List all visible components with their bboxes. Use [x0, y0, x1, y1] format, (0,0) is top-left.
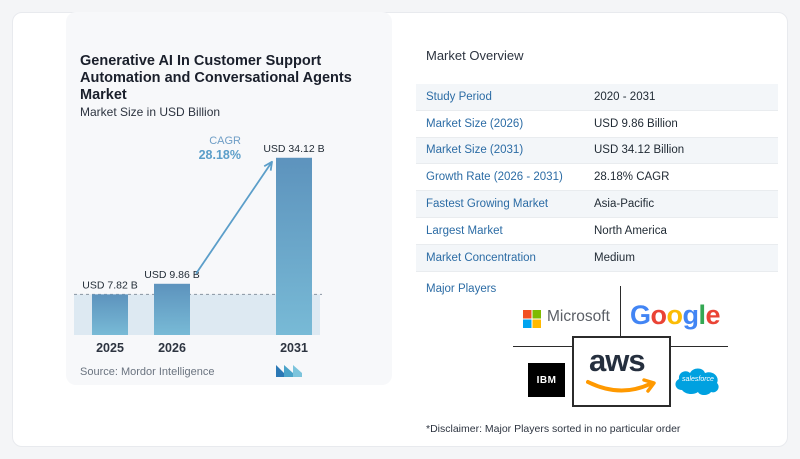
bar-2031 — [276, 157, 312, 335]
data-label: USD 9.86 B — [144, 269, 199, 281]
microsoft-logo-icon — [523, 310, 541, 328]
overview-key: Market Size (2026) — [426, 117, 524, 130]
category-label: 2026 — [158, 341, 186, 355]
google-letter: o — [666, 300, 684, 330]
microsoft-label: Microsoft — [547, 308, 610, 325]
overview-value: North America — [594, 224, 667, 237]
category-label: 2025 — [96, 341, 124, 355]
category-label: 2031 — [280, 341, 308, 355]
overview-key: Market Size (2031) — [426, 144, 524, 157]
google-letter: o — [650, 300, 668, 330]
overview-title: Market Overview — [426, 48, 524, 63]
google-letter: e — [705, 300, 721, 330]
overview-key: Fastest Growing Market — [426, 198, 549, 211]
chart-subtitle: Market Size in USD Billion — [80, 105, 221, 119]
overview-row: Market Size (2031) USD 34.12 Billion — [416, 137, 778, 165]
overview-key: Study Period — [426, 90, 492, 103]
disclaimer: *Disclaimer: Major Players sorted in no … — [426, 423, 681, 435]
overview-value: Asia-Pacific — [594, 198, 655, 211]
data-label: USD 7.82 B — [82, 279, 137, 291]
aws-box — [572, 336, 671, 407]
overview-key: Market Concentration — [426, 251, 536, 264]
cagr-value: 28.18% — [199, 148, 241, 162]
overview-key: Growth Rate (2026 - 2031) — [426, 171, 563, 184]
chart-title: Generative AI In Customer Support Automa… — [80, 53, 352, 103]
overview-value: USD 9.86 Billion — [594, 117, 678, 130]
overview-key: Largest Market — [426, 224, 503, 237]
cagr-arrow-head — [263, 160, 273, 171]
overview-row: Study Period 2020 - 2031 — [416, 84, 778, 111]
overview-table: Study Period 2020 - 2031 Market Size (2026… — [416, 84, 778, 272]
players-divider-vertical — [620, 286, 621, 346]
salesforce-label: salesforce — [682, 376, 714, 383]
players-title: Major Players — [426, 283, 497, 295]
overview-row: Growth Rate (2026 - 2031) 28.18% CAGR — [416, 164, 778, 192]
google-letter: l — [698, 300, 707, 330]
mordor-logo-icon — [276, 365, 302, 377]
ibm-logo: IBM — [528, 363, 565, 397]
google-letter: g — [682, 300, 700, 330]
google-letter: G — [630, 300, 651, 330]
aws-label: aws — [589, 343, 646, 378]
overview-row: Largest Market North America — [416, 218, 778, 245]
overview-value: 2020 - 2031 — [594, 90, 656, 103]
overview-row: Market Size (2026) USD 9.86 Billion — [416, 111, 778, 138]
salesforce-logo-icon — [675, 368, 719, 395]
aws-smile-icon — [586, 378, 656, 393]
bar-2025 — [92, 294, 128, 335]
source-label: Source: Mordor Intelligence — [80, 366, 215, 378]
data-label: USD 34.12 B — [263, 143, 324, 155]
bar-chart: USD 7.82 B 2025 USD 9.86 B 2026 USD 34.12 B 2… — [74, 135, 325, 355]
cagr-label: CAGR — [209, 135, 241, 147]
overview-value: 28.18% CAGR — [594, 171, 670, 184]
overview-value: USD 34.12 Billion — [594, 144, 685, 157]
overview-value: Medium — [594, 251, 635, 264]
bar-2026 — [154, 283, 190, 335]
google-logo: Google — [630, 300, 721, 331]
overview-row: Fastest Growing Market Asia-Pacific — [416, 191, 778, 218]
overview-row: Market Concentration Medium — [416, 244, 778, 272]
cagr-arrow — [195, 161, 273, 275]
